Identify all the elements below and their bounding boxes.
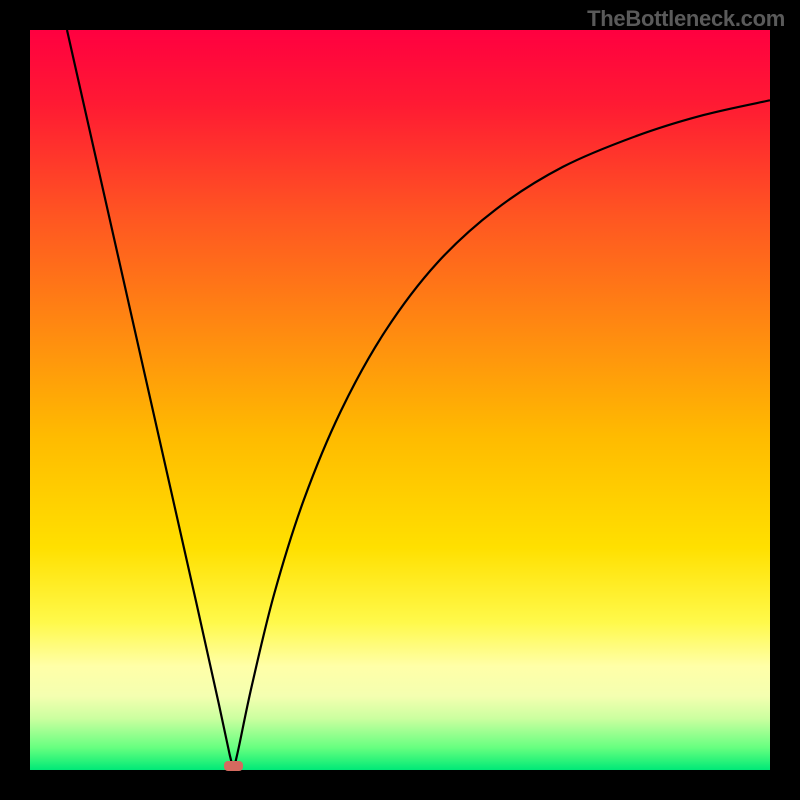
curve-layer <box>30 30 770 770</box>
minimum-marker <box>224 761 243 771</box>
bottleneck-curve <box>67 30 770 770</box>
plot-area <box>30 30 770 770</box>
chart-container: TheBottleneck.com <box>0 0 800 800</box>
watermark-text: TheBottleneck.com <box>587 6 785 32</box>
